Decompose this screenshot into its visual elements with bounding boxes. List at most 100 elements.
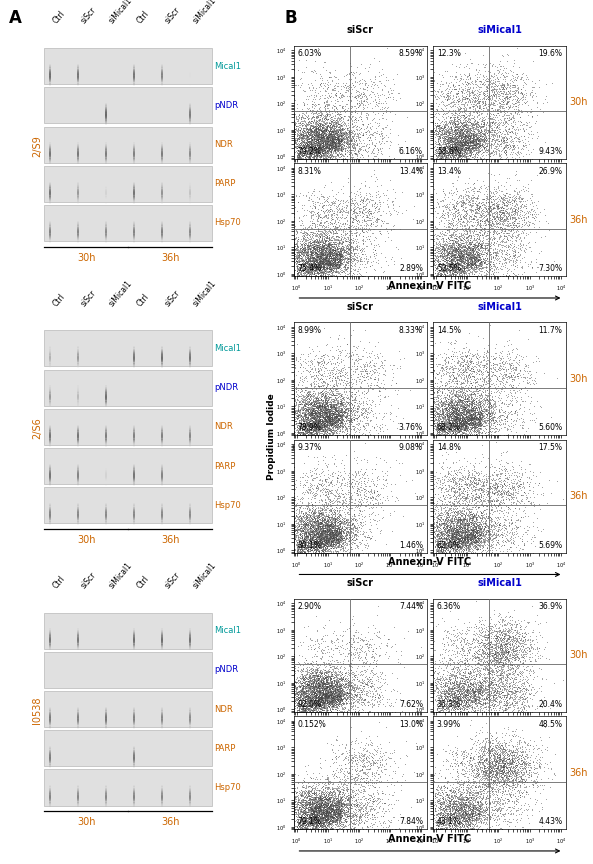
Point bbox=[331, 493, 340, 507]
Point bbox=[506, 625, 516, 638]
Point bbox=[521, 86, 530, 99]
Point bbox=[323, 81, 332, 95]
Point bbox=[505, 689, 515, 702]
Point bbox=[311, 697, 320, 711]
Point bbox=[374, 648, 384, 662]
Point bbox=[333, 473, 342, 487]
Point bbox=[319, 374, 329, 388]
Point bbox=[343, 769, 352, 783]
Point bbox=[453, 133, 463, 147]
Point bbox=[296, 693, 305, 707]
Point bbox=[292, 823, 301, 836]
Point bbox=[463, 77, 473, 91]
Point bbox=[322, 510, 331, 524]
Point bbox=[329, 816, 339, 829]
Point bbox=[322, 141, 331, 155]
Point bbox=[511, 729, 520, 743]
Point bbox=[442, 133, 452, 147]
Point bbox=[450, 470, 460, 484]
Point bbox=[428, 413, 438, 427]
Point bbox=[445, 391, 455, 404]
Point bbox=[436, 368, 446, 382]
Point bbox=[319, 264, 329, 277]
Point bbox=[486, 403, 495, 417]
Point bbox=[445, 809, 454, 823]
Point bbox=[459, 520, 468, 534]
Point bbox=[455, 143, 465, 156]
Point bbox=[347, 518, 357, 532]
Point bbox=[301, 818, 310, 832]
Point bbox=[451, 740, 460, 754]
Point bbox=[457, 124, 467, 137]
Point bbox=[466, 135, 475, 149]
Point bbox=[449, 245, 458, 258]
Point bbox=[498, 235, 507, 249]
Point bbox=[432, 681, 441, 695]
Point bbox=[505, 698, 515, 712]
Point bbox=[496, 753, 505, 766]
Point bbox=[446, 260, 455, 274]
Point bbox=[433, 121, 443, 135]
Point bbox=[327, 667, 336, 681]
Point bbox=[474, 200, 483, 214]
Point bbox=[315, 140, 325, 154]
Point bbox=[290, 252, 299, 266]
Point bbox=[514, 204, 523, 218]
Point bbox=[330, 546, 339, 560]
Point bbox=[452, 135, 461, 149]
Point bbox=[482, 791, 491, 804]
Point bbox=[325, 797, 334, 811]
Point bbox=[501, 698, 511, 712]
Point bbox=[321, 482, 330, 496]
Point bbox=[504, 378, 514, 392]
Point bbox=[312, 546, 321, 560]
Point bbox=[338, 683, 347, 696]
Point bbox=[428, 520, 438, 534]
Point bbox=[489, 396, 499, 410]
Point bbox=[307, 702, 316, 716]
Point bbox=[470, 206, 480, 220]
Point bbox=[310, 542, 320, 556]
Point bbox=[301, 798, 310, 812]
Point bbox=[292, 395, 301, 409]
Point bbox=[299, 801, 309, 815]
Point bbox=[488, 255, 498, 269]
Point bbox=[435, 150, 445, 164]
Point bbox=[310, 686, 320, 700]
Point bbox=[304, 239, 314, 253]
Point bbox=[511, 214, 520, 228]
Point bbox=[498, 764, 508, 778]
Point bbox=[518, 638, 527, 651]
Point bbox=[541, 615, 551, 629]
Point bbox=[487, 546, 496, 560]
Point bbox=[524, 645, 533, 658]
Point bbox=[305, 238, 314, 252]
Point bbox=[289, 248, 298, 262]
Point bbox=[498, 641, 507, 655]
Point bbox=[442, 429, 451, 442]
Point bbox=[461, 137, 471, 150]
Point bbox=[461, 111, 470, 124]
Point bbox=[319, 126, 329, 140]
Point bbox=[378, 809, 388, 823]
Point bbox=[466, 420, 475, 434]
Point bbox=[504, 671, 514, 685]
Point bbox=[455, 704, 465, 718]
Point bbox=[298, 537, 308, 550]
Point bbox=[451, 131, 460, 145]
Point bbox=[509, 248, 519, 262]
Point bbox=[457, 528, 467, 542]
Point bbox=[359, 86, 368, 100]
Point bbox=[451, 694, 461, 708]
Point bbox=[323, 131, 333, 145]
Point bbox=[455, 392, 464, 406]
Point bbox=[296, 535, 306, 549]
Point bbox=[458, 804, 468, 817]
Point bbox=[467, 140, 476, 154]
Point bbox=[456, 524, 466, 538]
Point bbox=[456, 195, 466, 209]
Point bbox=[331, 683, 341, 696]
Point bbox=[521, 647, 531, 661]
Point bbox=[442, 200, 452, 213]
Point bbox=[467, 235, 477, 249]
